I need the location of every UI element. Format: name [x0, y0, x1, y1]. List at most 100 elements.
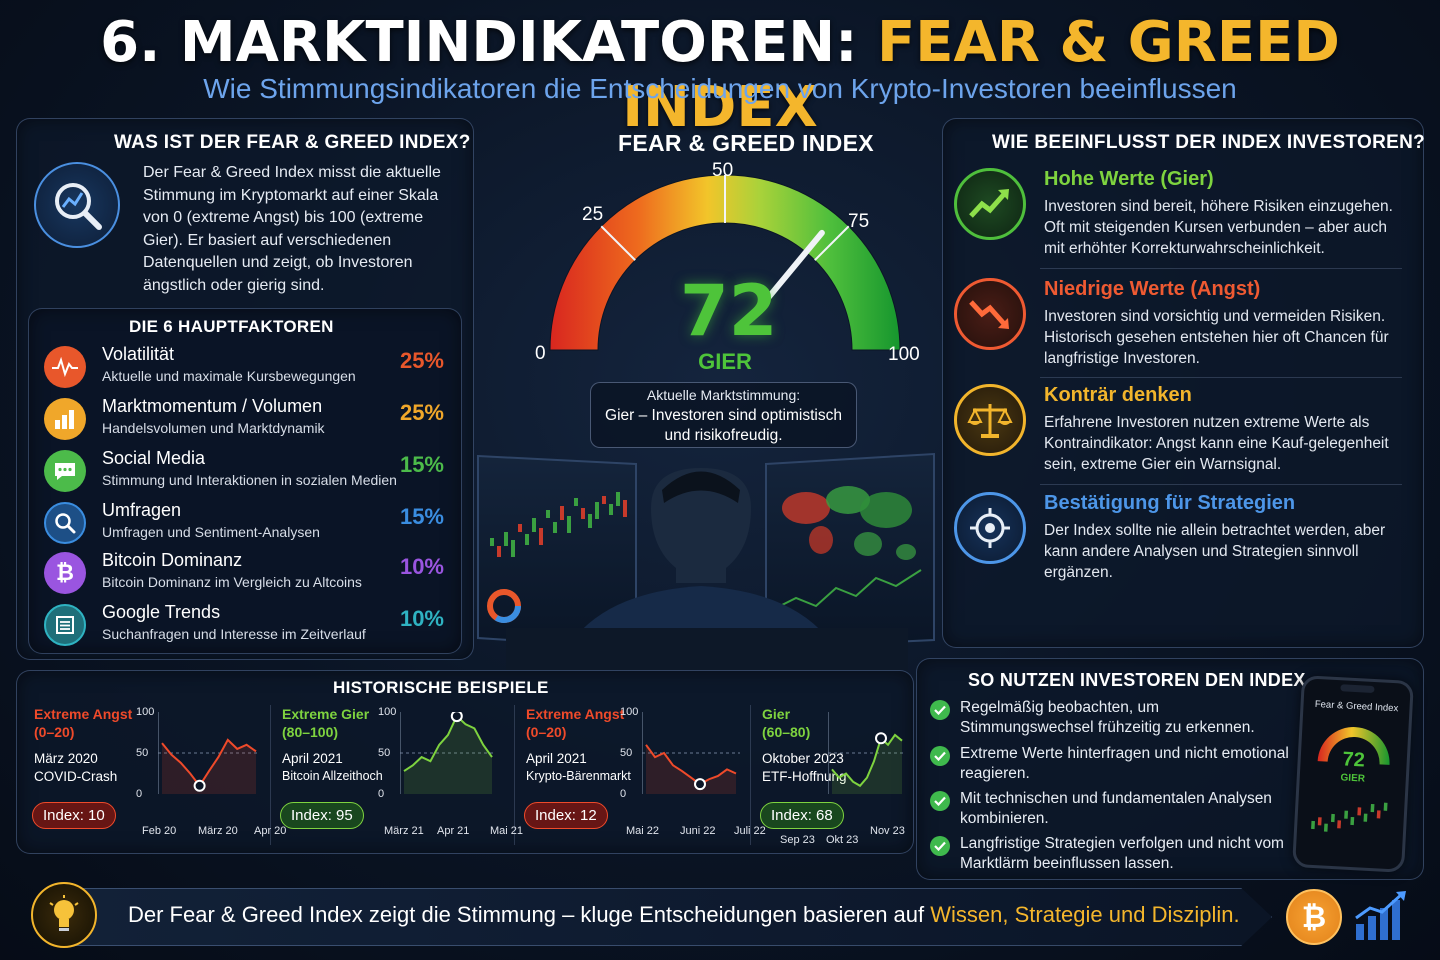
factor-desc: Stimmung und Interaktionen in sozialen M…	[102, 472, 397, 488]
history-x-label: März 20	[198, 825, 238, 837]
gauge-needle	[760, 229, 825, 307]
history-date: April 2021	[282, 751, 343, 766]
target-icon	[954, 492, 1026, 564]
chart-magnifier-icon	[34, 162, 120, 248]
history-index-badge: Index: 12	[524, 802, 608, 829]
trend-down-icon	[954, 278, 1026, 350]
divider	[270, 705, 271, 845]
history-x-label: Mai 21	[490, 825, 524, 837]
world-map-shape	[782, 486, 916, 560]
history-y-tick: 0	[378, 788, 385, 800]
gauge-tick-100: 100	[888, 344, 920, 365]
usage-text: Extreme Werte hinterfragen und nicht emo…	[960, 745, 1289, 782]
investors-title: WIE BEEINFLUSST DER INDEX INVESTOREN?	[992, 132, 1426, 153]
factor-name: Social Media	[102, 448, 206, 468]
history-label: Extreme Angst	[526, 706, 625, 722]
history-series-line	[403, 714, 493, 772]
gauge-divider	[814, 225, 850, 261]
document-icon	[44, 604, 86, 646]
history-x-label: Apr 21	[437, 825, 470, 837]
growth-chart-icon	[1355, 891, 1406, 940]
history-y-tick: 50	[136, 747, 149, 759]
factor-social: Social Media Stimmung und Interaktionen …	[44, 448, 444, 494]
title-main: 6. MARKTINDIKATOREN:	[100, 10, 877, 75]
factor-name: Bitcoin Dominanz	[102, 550, 243, 570]
factor-desc: Handelsvolumen und Marktdynamik	[102, 420, 325, 436]
history-label: Extreme Gier	[282, 706, 370, 722]
history-y-tick: 50	[378, 747, 391, 759]
factor-pct: 15%	[399, 504, 444, 529]
usage-item: Mit technischen und fundamentalen Analys…	[930, 789, 1290, 833]
gauge-tick-50: 50	[712, 160, 734, 181]
gauge-tick-25: 25	[582, 204, 604, 225]
factor-bitcoin-dominance: ₿ Bitcoin Dominanz Bitcoin Dominanz im V…	[44, 550, 444, 596]
factor-name: Marktmomentum / Volumen	[102, 396, 323, 416]
phone-gauge	[1317, 727, 1390, 765]
check-icon	[930, 836, 950, 856]
history-y-tick: 100	[620, 706, 639, 718]
investor-desc: Erfahrene Investoren nutzen extreme Wert…	[1044, 414, 1389, 473]
history-y-tick: 0	[620, 788, 627, 800]
title-accent: FEAR & GREED INDEX	[622, 10, 1340, 140]
history-series-line	[645, 744, 737, 786]
factor-desc: Umfragen und Sentiment-Analysen	[102, 524, 320, 540]
scales-icon	[954, 384, 1026, 456]
factor-desc: Suchanfragen und Interesse im Zeitverlau…	[102, 626, 366, 642]
history-marker	[450, 712, 463, 723]
factor-surveys: Umfragen Umfragen und Sentiment-Analysen…	[44, 500, 444, 546]
history-date: April 2021	[526, 751, 587, 766]
history-x-label: Juli 22	[734, 825, 766, 837]
usage-item: Langfristige Strategien verfolgen und ni…	[930, 834, 1290, 878]
factor-pct: 10%	[399, 606, 444, 631]
lightbulb-icon	[31, 882, 97, 948]
investor-item-confirmation: Bestätigung für Strategien Der Index sol…	[954, 492, 1404, 588]
bitcoin-icon: ₿	[1286, 889, 1342, 945]
investor-desc: Investoren sind vorsichtig und vermeiden…	[1044, 308, 1389, 367]
history-mini-chart	[400, 712, 496, 794]
history-mini-chart	[642, 712, 740, 794]
divider	[750, 705, 751, 845]
gauge-value: 72	[680, 270, 778, 352]
footer-banner	[40, 888, 1272, 946]
factor-pct: 15%	[399, 452, 444, 477]
footer-text-accent: Wissen, Strategie und Disziplin.	[930, 902, 1240, 927]
factors-title: DIE 6 HAUPTFAKTOREN	[129, 317, 334, 336]
divider	[1040, 484, 1402, 485]
history-date: Oktober 2023	[762, 751, 844, 766]
investor-desc: Der Index sollte nie allein betrachtet w…	[1044, 522, 1386, 581]
pulse-icon	[44, 346, 86, 388]
factor-name: Umfragen	[102, 500, 182, 520]
phone-mini-chart	[1311, 802, 1388, 832]
bar-chart-icon	[44, 398, 86, 440]
factor-pct: 25%	[399, 348, 444, 373]
history-label: Gier	[762, 706, 791, 722]
factor-pct: 10%	[399, 554, 444, 579]
history-range: (0–20)	[526, 724, 567, 740]
investor-title: Hohe Werte (Gier)	[1044, 168, 1214, 190]
history-x-label: Mai 22	[626, 825, 660, 837]
search-icon	[44, 502, 86, 544]
history-event: Krypto-Bärenmarkt	[526, 769, 631, 783]
what-is-text: Der Fear & Greed Index misst die aktuell…	[143, 164, 441, 294]
history-x-label: März 21	[384, 825, 424, 837]
gauge-title: FEAR & GREED INDEX	[618, 130, 874, 156]
investor-desc: Investoren sind bereit, höhere Risiken e…	[1044, 198, 1393, 257]
gauge-tick-75: 75	[848, 211, 870, 232]
history-series-line	[161, 738, 257, 788]
history-event: COVID-Crash	[34, 769, 118, 784]
history-x-label: Okt 23	[826, 834, 859, 846]
history-date: März 2020	[34, 751, 98, 766]
investor-item-contrarian: Konträr denken Erfahrene Investoren nutz…	[954, 384, 1404, 480]
history-index-badge: Index: 68	[760, 802, 844, 829]
gauge-tick-0: 0	[535, 343, 546, 364]
factor-name: Volatilität	[102, 344, 175, 364]
phone-title: Fear & Greed Index	[1314, 698, 1399, 715]
footer-text-main: Der Fear & Greed Index zeigt die Stimmun…	[128, 902, 931, 927]
gauge-arc	[549, 174, 901, 351]
what-is-title: WAS IST DER FEAR & GREED INDEX?	[114, 132, 471, 153]
check-icon	[930, 791, 950, 811]
gauge-divider	[600, 225, 636, 261]
history-marker	[694, 778, 706, 791]
history-y-tick: 100	[378, 706, 397, 718]
history-y-tick: 100	[136, 706, 155, 718]
